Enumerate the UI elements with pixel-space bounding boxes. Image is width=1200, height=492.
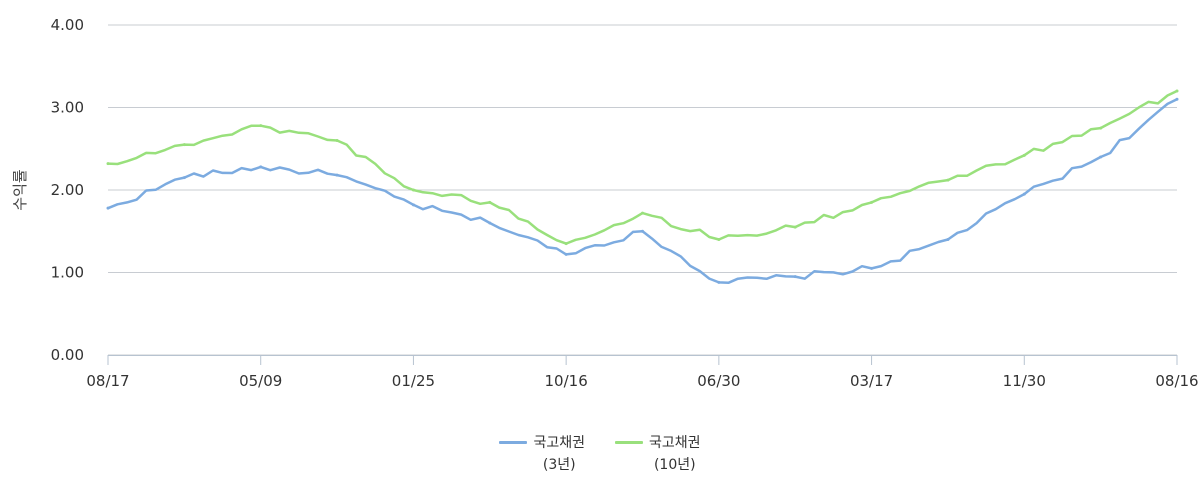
data-point-0	[411, 203, 415, 207]
data-point-1	[259, 124, 263, 128]
x-tick-label: 05/09	[239, 372, 282, 390]
y-tick-label: 4.00	[51, 16, 84, 34]
data-point-1	[564, 242, 568, 246]
data-point-0	[335, 173, 339, 177]
data-point-1	[488, 200, 492, 204]
data-point-1	[1022, 153, 1026, 157]
data-point-1	[717, 238, 721, 241]
x-tick-label: 08/17	[86, 372, 129, 390]
data-point-0	[1175, 97, 1179, 101]
data-point-1	[793, 225, 797, 229]
y-tick-label: 1.00	[51, 264, 84, 282]
y-tick-label: 3.00	[51, 99, 84, 117]
legend-label-3y-line1: 국고채권	[533, 435, 585, 451]
data-point-1	[1099, 126, 1103, 130]
data-point-1	[411, 188, 415, 192]
tick-labels: 0.00 1.00 2.00 3.00 4.00 08/17 05/09 01/25 10/16…	[51, 16, 1199, 390]
legend-label-10y-line2: (10년)	[653, 457, 696, 473]
legend-label-10y: 국고채권 (10년)	[649, 432, 701, 476]
y-axis-title: 수익률	[11, 169, 29, 211]
data-point-1	[946, 178, 950, 182]
x-tick-label: 10/16	[545, 372, 588, 390]
data-point-0	[717, 280, 721, 284]
legend: 국고채권 (3년) 국고채권 (10년)	[0, 432, 1200, 476]
data-point-0	[564, 252, 568, 256]
data-point-1	[335, 139, 339, 142]
data-point-1	[1175, 89, 1179, 93]
data-point-1	[182, 143, 186, 147]
data-point-0	[488, 221, 492, 225]
data-point-1	[641, 211, 644, 215]
data-point-0	[793, 275, 797, 279]
y-tick-label: 0.00	[51, 346, 84, 364]
data-point-0	[182, 176, 186, 180]
x-tick-label: 06/30	[697, 372, 740, 390]
data-point-1	[870, 200, 874, 204]
data-point-0	[870, 266, 874, 270]
x-tick-label: 11/30	[1003, 372, 1046, 390]
legend-item-3y[interactable]: 국고채권 (3년)	[499, 432, 585, 476]
x-tick-label: 03/17	[850, 372, 893, 390]
x-tick-label: 08/16	[1155, 372, 1198, 390]
data-point-1	[106, 162, 110, 166]
y-tick-label: 2.00	[51, 181, 84, 199]
data-point-0	[641, 229, 644, 233]
axes	[107, 355, 1178, 365]
data-point-0	[1099, 155, 1103, 159]
series-lines	[106, 89, 1179, 285]
series-line-1[interactable]	[107, 89, 1178, 245]
legend-label-3y-line2: (3년)	[542, 457, 576, 473]
legend-label-10y-line1: 국고채권	[649, 435, 701, 451]
data-point-0	[1022, 192, 1026, 196]
data-point-0	[946, 238, 950, 241]
legend-swatch-3y	[499, 441, 528, 444]
data-point-0	[259, 165, 263, 169]
legend-item-10y[interactable]: 국고채권 (10년)	[615, 432, 701, 476]
grid-lines	[108, 24, 1177, 356]
x-tick-label: 01/25	[392, 372, 435, 390]
legend-swatch-10y	[615, 441, 643, 444]
legend-label-3y: 국고채권 (3년)	[533, 432, 585, 476]
data-point-0	[106, 206, 110, 210]
